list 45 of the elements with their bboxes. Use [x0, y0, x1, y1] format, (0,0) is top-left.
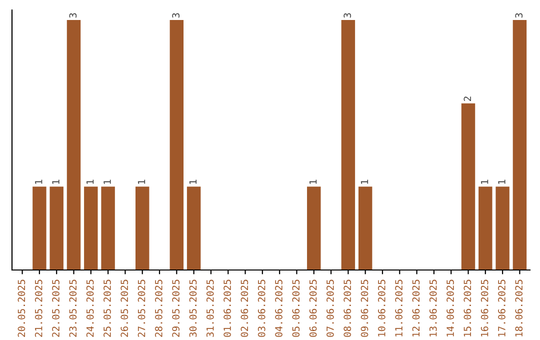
x-tick-label: 15.06.2025 — [464, 280, 472, 336]
data-label: 1 — [310, 180, 317, 184]
x-tick-label: 17.06.2025 — [498, 280, 506, 336]
x-tick-label: 01.06.2025 — [224, 280, 231, 337]
x-tick-label: 28.05.2025 — [155, 280, 162, 337]
x-tick-label: 09.06.2025 — [360, 280, 368, 337]
x-tick-label: 14.06.2025 — [446, 280, 454, 336]
x-tick-label: 11.06.2025 — [395, 280, 402, 336]
x-tick-label: 23.05.2025 — [69, 280, 77, 337]
data-label: 1 — [86, 180, 94, 184]
data-label: 1 — [189, 180, 197, 184]
data-label: 1 — [138, 180, 146, 184]
x-tick-label: 16.06.2025 — [480, 280, 488, 336]
x-tick-label: 18.06.2025 — [515, 280, 523, 336]
x-tick-label: 22.05.2025 — [52, 280, 60, 337]
x-tick-label: 25.05.2025 — [104, 280, 111, 337]
x-tick-label: 12.06.2025 — [412, 280, 420, 336]
data-label: 3 — [515, 13, 523, 18]
data-label: 1 — [104, 180, 111, 184]
data-label: 1 — [498, 180, 506, 184]
data-label: 1 — [360, 180, 368, 184]
x-tick-label: 04.06.2025 — [275, 280, 282, 337]
x-tick-label: 10.06.2025 — [378, 280, 386, 336]
x-tick-label: 07.06.2025 — [326, 280, 334, 337]
x-tick-label: 30.05.2025 — [189, 280, 197, 337]
x-tick-label: 20.05.2025 — [18, 280, 26, 337]
x-tick-label: 21.05.2025 — [34, 280, 42, 337]
x-tick-label: 03.06.2025 — [258, 280, 266, 337]
x-tick-label: 08.06.2025 — [344, 280, 352, 337]
x-tick-label: 06.06.2025 — [309, 280, 317, 337]
x-tick-label: 24.05.2025 — [86, 280, 94, 337]
x-tick-label: 31.05.2025 — [206, 280, 214, 337]
data-label: 3 — [344, 13, 352, 18]
data-label: 2 — [464, 96, 471, 101]
x-tick-label: 29.05.2025 — [172, 280, 180, 337]
data-label: 1 — [52, 180, 60, 184]
x-tick-label: 13.06.2025 — [429, 280, 437, 336]
data-label: 1 — [35, 180, 42, 184]
data-label: 3 — [69, 13, 77, 18]
data-label: 3 — [172, 13, 180, 18]
x-tick-label: 02.06.2025 — [240, 280, 248, 337]
x-tick-label: 26.05.2025 — [120, 280, 128, 337]
data-label: 1 — [481, 180, 488, 184]
x-tick-label: 05.06.2025 — [292, 280, 300, 337]
x-tick-label: 27.05.2025 — [138, 280, 146, 337]
